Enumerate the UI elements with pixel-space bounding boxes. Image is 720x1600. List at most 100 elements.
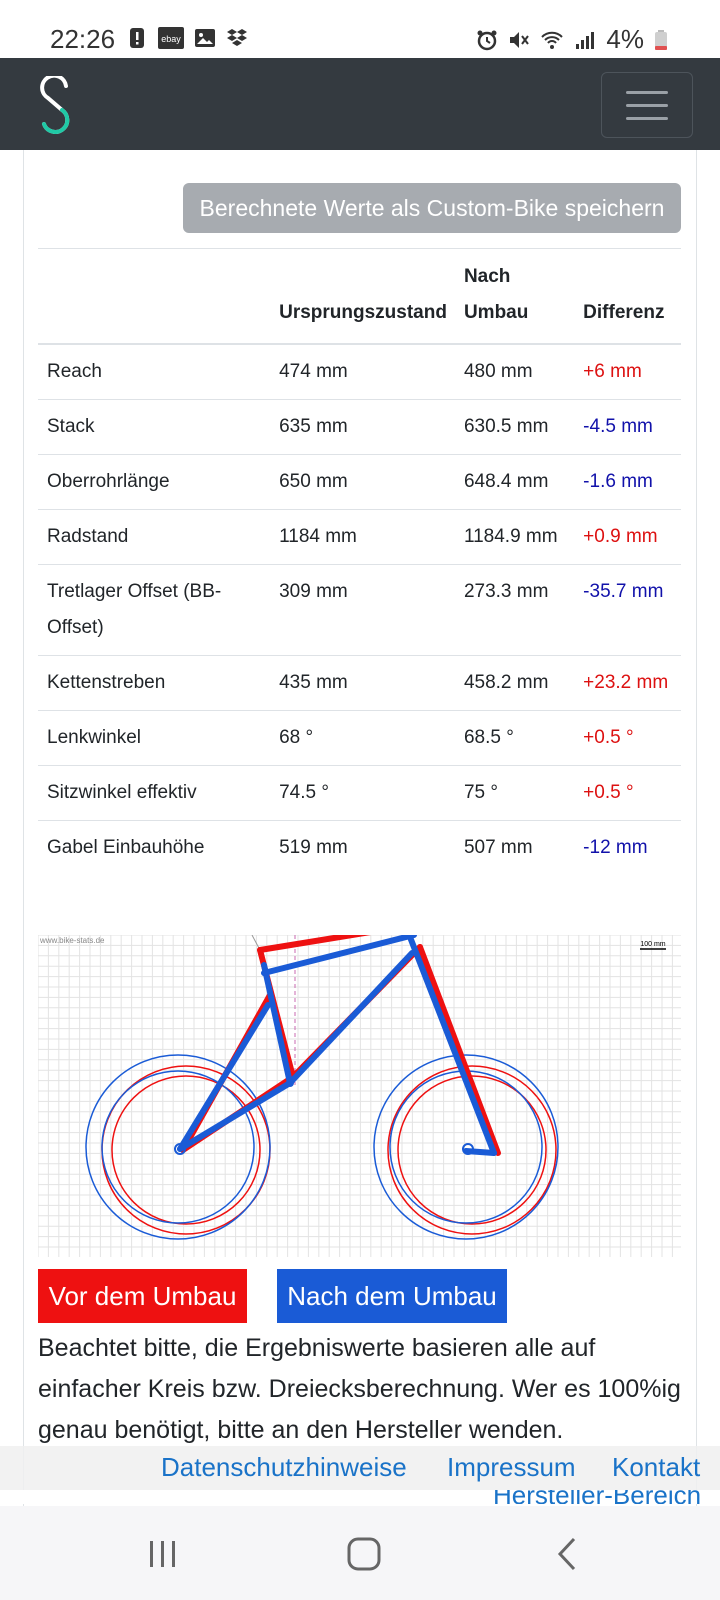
table-cell-before: 309 mm bbox=[270, 564, 455, 656]
table-row: Lenkwinkel 68 ° 68.5 ° +0.5 ° bbox=[38, 710, 681, 766]
table-cell-label: Stack bbox=[38, 399, 271, 455]
image-icon bbox=[195, 29, 215, 47]
legend-after: Nach dem Umbau bbox=[277, 1269, 507, 1323]
navbar bbox=[0, 58, 720, 150]
table-cell-before: 74.5 ° bbox=[270, 765, 455, 821]
status-time: 22:26 bbox=[50, 24, 116, 54]
rear-hub bbox=[174, 1143, 186, 1155]
bike-frames bbox=[85, 935, 559, 1240]
alarm-icon bbox=[477, 30, 497, 50]
table-cell-label: Radstand bbox=[38, 509, 271, 565]
table-cell-before: 68 ° bbox=[270, 710, 455, 766]
table-cell-label: Lenkwinkel bbox=[38, 710, 271, 766]
legend-before: Vor dem Umbau bbox=[38, 1269, 247, 1323]
table-cell-label: Oberrohrlänge bbox=[38, 454, 271, 510]
mute-icon bbox=[510, 31, 530, 48]
table-cell-after: 458.2 mm bbox=[454, 655, 575, 711]
table-cell-diff: +0.9 mm bbox=[574, 509, 681, 565]
footer-link-imprint[interactable]: Impressum bbox=[447, 1452, 576, 1482]
table-row: Stack 635 mm 630.5 mm -4.5 mm bbox=[38, 399, 681, 455]
table-cell-diff: +23.2 mm bbox=[574, 655, 681, 711]
table-cell-diff: -12 mm bbox=[574, 820, 681, 875]
table-cell-diff: -35.7 mm bbox=[574, 564, 681, 656]
table-cell-after: 480 mm bbox=[454, 343, 575, 400]
table-row: Kettenstreben 435 mm 458.2 mm +23.2 mm bbox=[38, 655, 681, 711]
table-header-label bbox=[38, 248, 271, 345]
frame-tube-after bbox=[261, 935, 417, 976]
geometry-table: Ursprungszustand Nach Umbau Differenz Re… bbox=[38, 248, 681, 875]
frame-tube-after bbox=[407, 935, 497, 1156]
table-cell-diff: +0.5 ° bbox=[574, 765, 681, 821]
table-header-diff: Differenz bbox=[574, 248, 681, 345]
table-body: Reach 474 mm 480 mm +6 mm Stack 635 mm 630.5 m… bbox=[38, 343, 681, 875]
frame-tube-after bbox=[463, 1148, 497, 1156]
wheel-after bbox=[101, 1070, 255, 1224]
bike-stats-logo[interactable] bbox=[36, 76, 76, 134]
wifi-icon bbox=[541, 31, 564, 49]
table-cell-diff: -4.5 mm bbox=[574, 399, 681, 455]
table-cell-after: 75 ° bbox=[454, 765, 575, 821]
frame-tube-before bbox=[417, 944, 501, 1156]
status-bar: 22:26 ebay 4% bbox=[0, 0, 720, 58]
table-row: Sitzwinkel effektiv 74.5 ° 75 ° +0.5 ° bbox=[38, 765, 681, 821]
table-cell-before: 635 mm bbox=[270, 399, 455, 455]
table-cell-after: 630.5 mm bbox=[454, 399, 575, 455]
disclaimer-text: Beachtet bitte, die Ergebniswerte basier… bbox=[38, 1334, 681, 1444]
table-cell-label: Kettenstreben bbox=[38, 655, 271, 711]
battery-percent: 4% bbox=[606, 24, 644, 54]
table-header-row: Ursprungszustand Nach Umbau Differenz bbox=[38, 248, 681, 345]
notification-icons: ebay bbox=[126, 27, 248, 49]
ebay-icon: ebay bbox=[158, 27, 184, 49]
footer-link-contact[interactable]: Kontakt bbox=[612, 1452, 701, 1482]
home-icon[interactable] bbox=[344, 1536, 384, 1572]
signal-icon bbox=[576, 31, 595, 49]
ebay-icon-text: ebay bbox=[161, 34, 181, 44]
table-row: Tretlager Offset (BB-Offset) 309 mm 273.3 … bbox=[38, 564, 681, 656]
save-custom-bike-button[interactable]: Berechnete Werte als Custom-Bike speiche… bbox=[183, 183, 681, 233]
table-cell-diff: -1.6 mm bbox=[574, 454, 681, 510]
footer: Datenschutzhinweise Impressum Kontakt bbox=[0, 1446, 720, 1490]
footer-link-manufacturer[interactable]: Hersteller-Bereich bbox=[493, 1490, 701, 1504]
hamburger-icon[interactable] bbox=[601, 72, 693, 138]
hamburger-line bbox=[626, 116, 668, 120]
table-cell-before: 474 mm bbox=[270, 343, 455, 400]
hamburger-line bbox=[626, 103, 668, 107]
table-cell-after: 68.5 ° bbox=[454, 710, 575, 766]
recent-apps-icon[interactable] bbox=[142, 1536, 182, 1572]
table-header-after: Nach Umbau bbox=[454, 248, 575, 345]
bottom-bracket bbox=[286, 1079, 294, 1087]
table-row: Oberrohrlänge 650 mm 648.4 mm -1.6 mm bbox=[38, 454, 681, 510]
geometry-drawing: www.bike-stats.de 100 mm bbox=[38, 935, 681, 1257]
system-icons: 4% bbox=[476, 24, 668, 55]
frame-tube-before bbox=[257, 935, 371, 953]
table-row: Radstand 1184 mm 1184.9 mm +0.9 mm bbox=[38, 509, 681, 565]
table-cell-before: 519 mm bbox=[270, 820, 455, 875]
geometry-chart: www.bike-stats.de 100 mm bbox=[38, 935, 681, 1257]
wheel-before bbox=[387, 1065, 557, 1235]
table-cell-before: 650 mm bbox=[270, 454, 455, 510]
watermark-text: www.bike-stats.de bbox=[39, 936, 105, 945]
table-cell-before: 435 mm bbox=[270, 655, 455, 711]
table-header-before: Ursprungszustand bbox=[270, 248, 455, 345]
back-icon[interactable] bbox=[548, 1536, 588, 1572]
dropbox-icon bbox=[227, 29, 247, 46]
table-cell-after: 1184.9 mm bbox=[454, 509, 575, 565]
geometry-grid bbox=[38, 935, 681, 1257]
footer-link-privacy[interactable]: Datenschutzhinweise bbox=[161, 1452, 407, 1482]
table-cell-label: Sitzwinkel effektiv bbox=[38, 765, 271, 821]
table-row: Gabel Einbauhöhe 519 mm 507 mm -12 mm bbox=[38, 820, 681, 875]
table-cell-diff: +6 mm bbox=[574, 343, 681, 400]
footer-row-2: Hersteller-Bereich bbox=[0, 1490, 720, 1504]
scale-label: 100 mm bbox=[640, 941, 665, 948]
table-cell-label: Tretlager Offset (BB-Offset) bbox=[38, 564, 271, 656]
alert-icon bbox=[130, 28, 144, 48]
table-cell-label: Reach bbox=[38, 343, 271, 400]
table-cell-after: 273.3 mm bbox=[454, 564, 575, 656]
table-row: Reach 474 mm 480 mm +6 mm bbox=[38, 343, 681, 400]
frame-tube-after bbox=[261, 962, 293, 1086]
wheel-before bbox=[111, 1075, 261, 1225]
table-cell-diff: +0.5 ° bbox=[574, 710, 681, 766]
battery-icon bbox=[655, 29, 667, 50]
system-navigation-bar bbox=[0, 1506, 720, 1600]
table-cell-label: Gabel Einbauhöhe bbox=[38, 820, 271, 875]
